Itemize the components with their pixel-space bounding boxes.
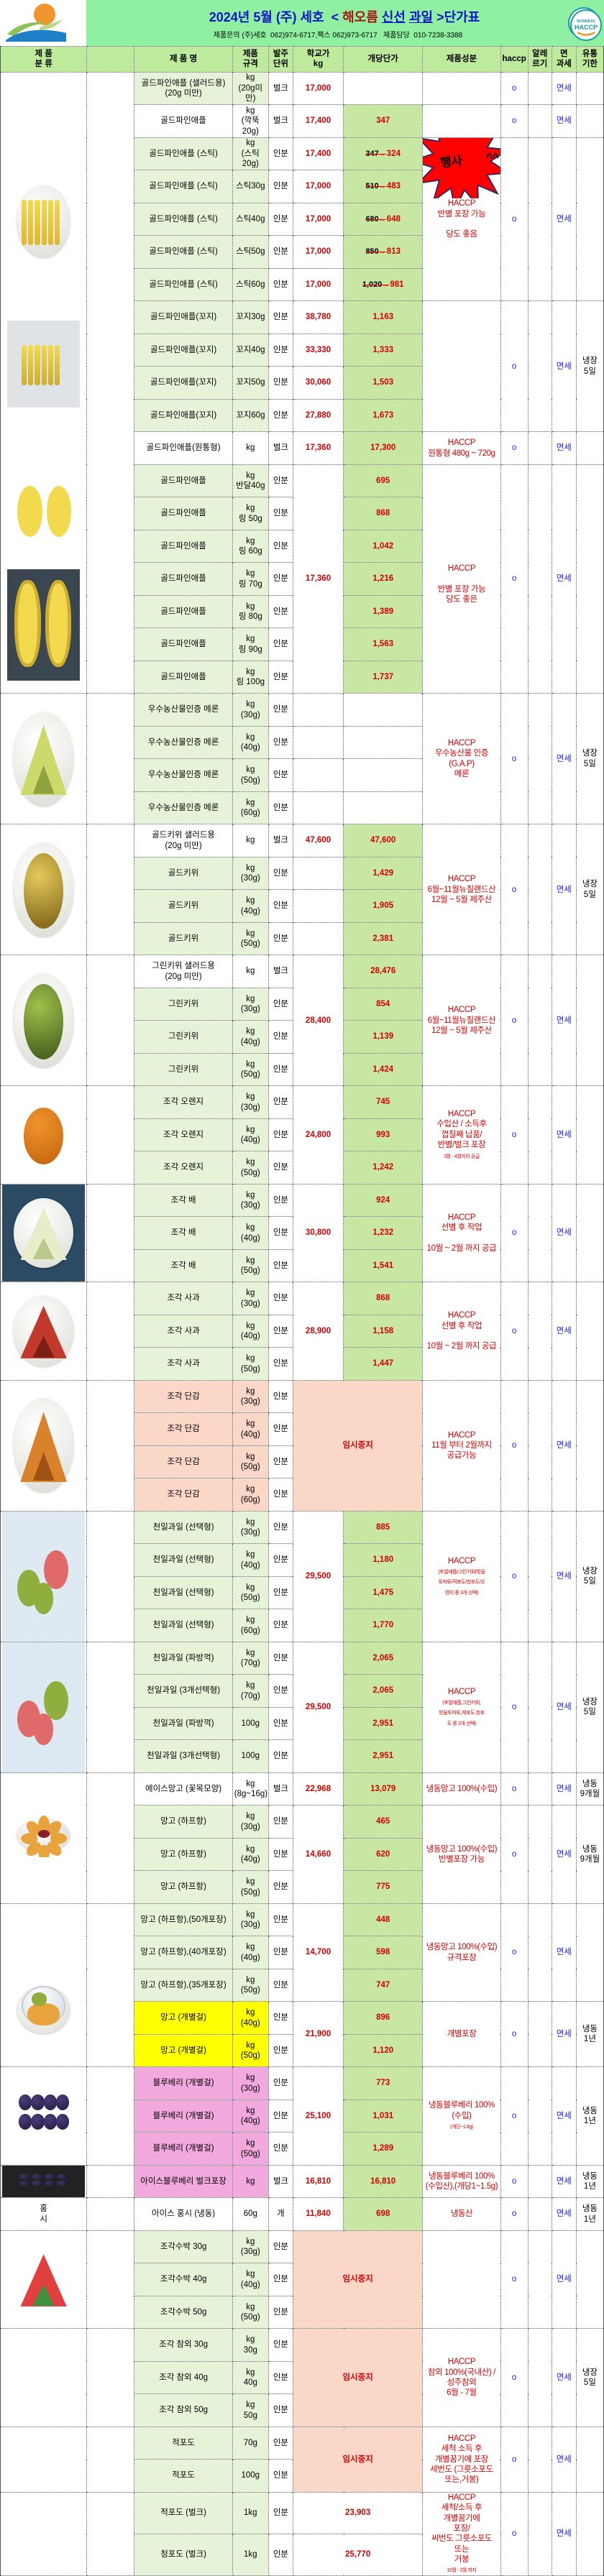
svg-text:^^: ^^ bbox=[486, 152, 499, 164]
svg-text:HACCP: HACCP bbox=[575, 24, 598, 31]
svg-text:행사: 행사 bbox=[440, 153, 464, 170]
